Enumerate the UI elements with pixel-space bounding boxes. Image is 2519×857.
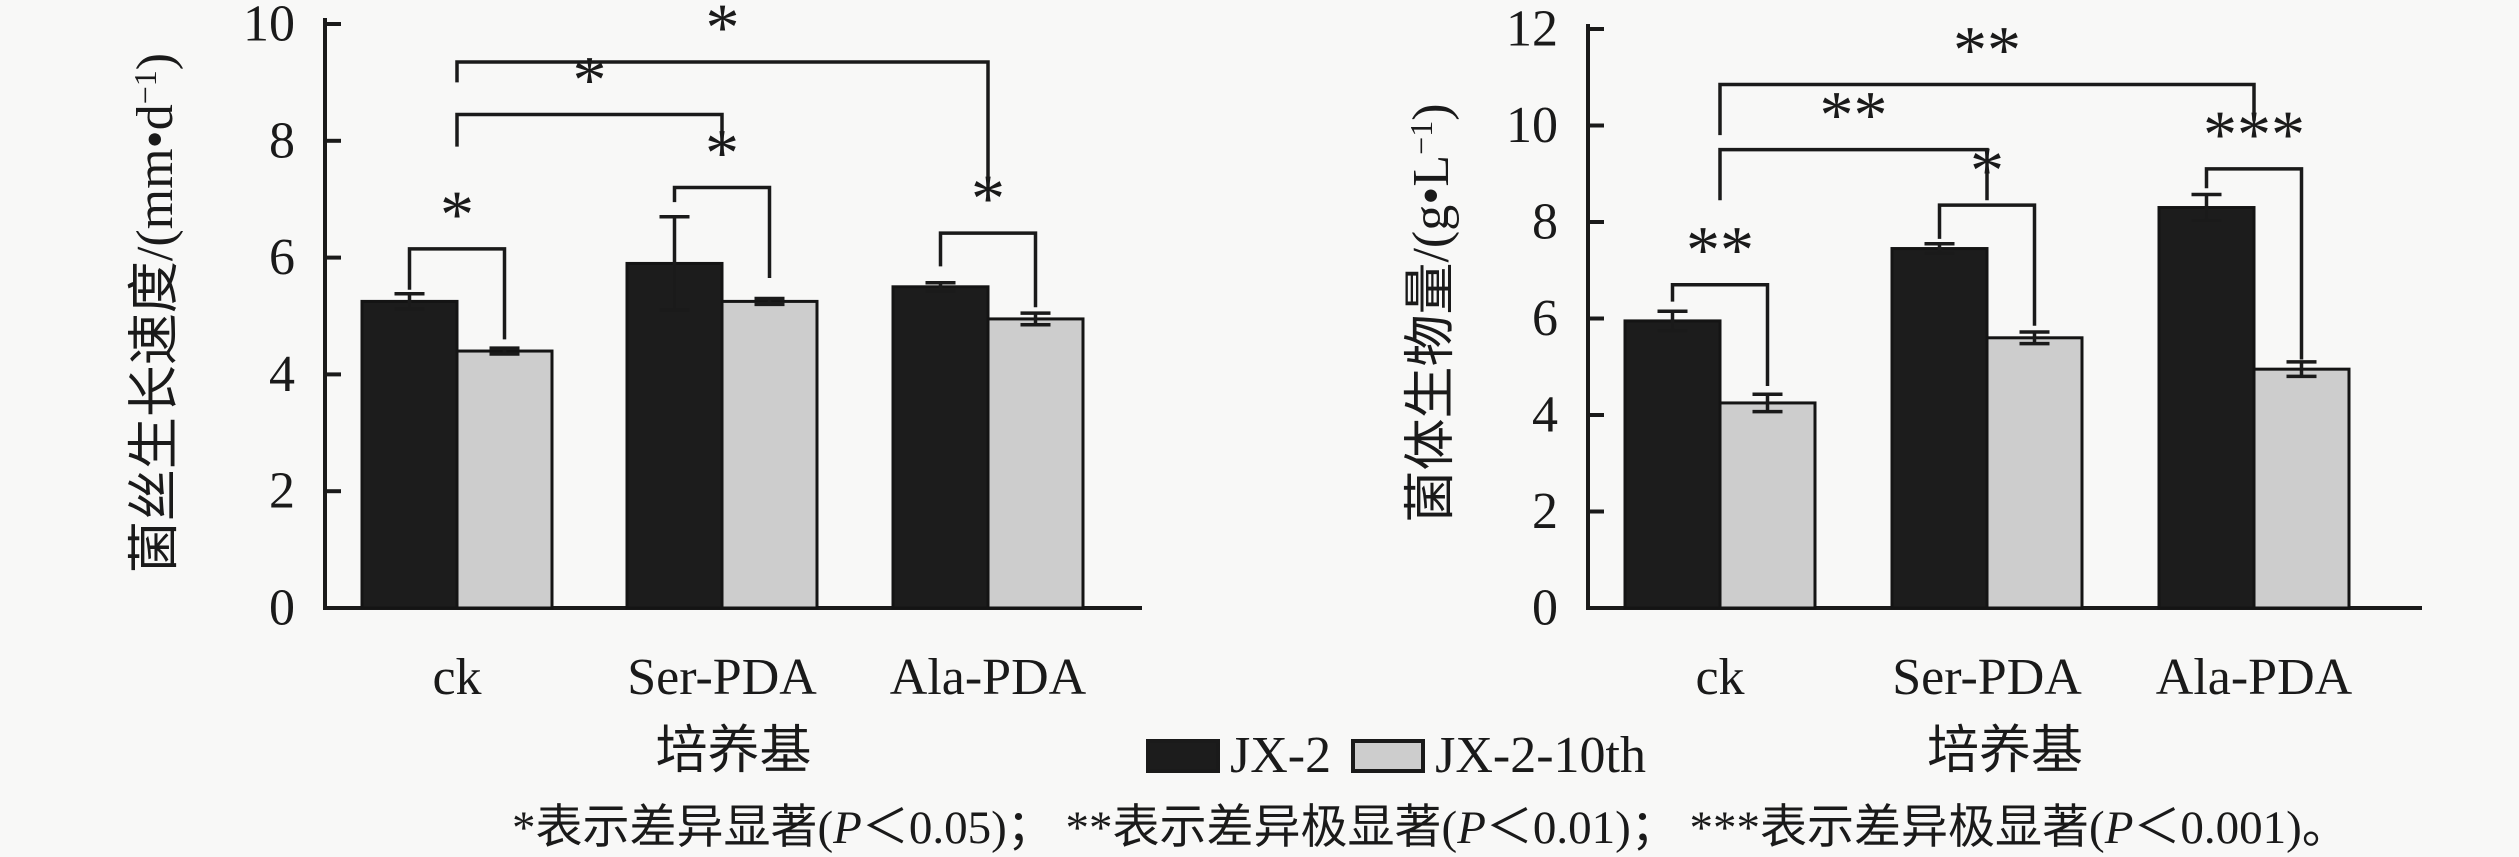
bar-JX-2-ck	[1623, 319, 1722, 610]
error-bar	[1020, 311, 1051, 327]
y-tick-label: 4	[269, 346, 295, 403]
significance-bracket	[2204, 167, 2304, 360]
bar-JX-2-Ala-PDA	[891, 285, 990, 610]
error-bar	[754, 296, 785, 307]
y-tick-label: 6	[1532, 290, 1558, 347]
legend-swatch-jx2	[1146, 739, 1220, 773]
error-bar	[925, 280, 956, 293]
y-axis-label: 菌体生物量/(g•L−1)	[1403, 103, 1460, 522]
significance-label: *	[706, 0, 740, 65]
footnote-text: *表示差异显著(	[512, 802, 834, 854]
error-bar	[1657, 309, 1688, 333]
bar-JX-2-Ala-PDA	[2157, 206, 2256, 610]
legend-label-jx2: JX-2	[1230, 727, 1332, 784]
error-bar	[489, 346, 520, 356]
y-tick-label: 10	[1506, 97, 1558, 154]
x-axis-label: 培养基	[655, 723, 811, 780]
footnote-text: ＜0.001)。	[2133, 802, 2349, 854]
significance-label: **	[1686, 212, 1754, 288]
x-category-label: Ser-PDA	[1892, 649, 2082, 706]
bar-JX-2-Ser-PDA	[625, 261, 724, 610]
significance-label: *	[440, 176, 474, 252]
y-tick-label: 8	[269, 112, 295, 169]
x-category-label: ck	[1695, 649, 1744, 706]
bar-JX-2-10th-Ala-PDA	[986, 317, 1085, 610]
legend: JX-2 JX-2-10th	[1146, 727, 1666, 784]
footnote-italic-p: P	[833, 802, 862, 854]
x-category-label: ck	[432, 649, 481, 706]
footnote-italic-p: P	[1457, 802, 1486, 854]
significance-bracket	[407, 247, 507, 340]
significance-bracket	[1718, 82, 2256, 136]
legend-label-jx2-10th: JX-2-10th	[1435, 727, 1646, 784]
significance-bracket	[455, 60, 990, 197]
y-tick-label: 8	[1532, 194, 1558, 251]
footnote-text: ＜0.05)； **表示差异极显著(	[861, 802, 1458, 854]
bar-JX-2-10th-ck	[1718, 401, 1817, 610]
significance-bracket	[1937, 203, 2037, 326]
y-tick-label: 4	[1532, 387, 1558, 444]
error-bar	[2286, 360, 2317, 379]
error-bar	[2019, 330, 2050, 346]
significance-bracket	[1718, 147, 1989, 201]
significance-bracket	[1670, 282, 1770, 387]
significance-bracket	[672, 185, 772, 279]
footnote-text: ＜0.01)； ***表示差异极显著(	[1485, 802, 2105, 854]
x-category-label: Ala-PDA	[890, 649, 1087, 706]
error-bar	[659, 214, 690, 312]
error-bar	[394, 292, 425, 311]
bar-JX-2-ck	[360, 299, 459, 610]
significance-label: *	[573, 42, 607, 118]
y-tick-label: 10	[243, 0, 295, 53]
significance-label: **	[1953, 11, 2021, 87]
y-tick-label: 2	[1532, 483, 1558, 540]
bar-JX-2-10th-ck	[455, 349, 554, 610]
x-category-label: Ser-PDA	[627, 649, 817, 706]
y-tick-label: 2	[269, 463, 295, 520]
error-bar	[1924, 241, 1955, 256]
significance-bracket	[455, 112, 724, 156]
y-axis-label: 菌丝生长速度/(mm•d−1)	[127, 53, 184, 573]
significance-footnote: *表示差异显著(P＜0.05)； **表示差异极显著(P＜0.01)； ***表…	[512, 788, 2349, 857]
x-axis-label: 培养基	[1927, 723, 2083, 780]
error-bar	[2191, 192, 2222, 223]
footnote-italic-p: P	[2104, 802, 2134, 854]
bar-JX-2-10th-Ser-PDA	[1985, 336, 2084, 610]
y-tick-label: 12	[1506, 1, 1558, 58]
x-category-label: Ala-PDA	[2156, 649, 2353, 706]
y-tick-label: 0	[269, 580, 295, 637]
y-tick-label: 0	[1532, 580, 1558, 637]
bar-JX-2-10th-Ala-PDA	[2252, 367, 2351, 610]
bar-JX-2-10th-Ser-PDA	[720, 299, 819, 610]
legend-swatch-jx2-10th	[1351, 739, 1426, 773]
significance-bracket	[938, 231, 1038, 308]
significance-label: **	[1820, 77, 1888, 153]
error-bar	[1752, 392, 1783, 414]
bar-JX-2-Ser-PDA	[1890, 247, 1989, 610]
y-tick-label: 6	[269, 229, 295, 286]
